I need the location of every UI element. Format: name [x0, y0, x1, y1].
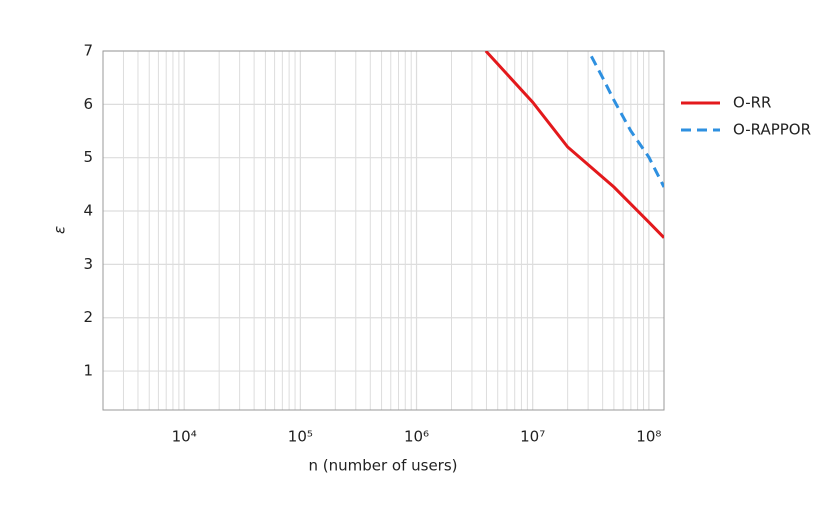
x-tick-label: 10⁸: [636, 428, 661, 446]
y-tick-label: 3: [83, 255, 93, 273]
x-tick-label: 10⁵: [288, 428, 313, 446]
y-axis-label: ε: [51, 226, 69, 234]
y-tick-label: 6: [83, 95, 93, 113]
series-line: [590, 55, 664, 188]
x-tick-label: 10⁶: [404, 428, 429, 446]
plot-frame: [102, 50, 665, 411]
x-tick-label: 10⁴: [172, 428, 197, 446]
legend-label: O-RR: [733, 94, 771, 112]
x-tick-label: 10⁷: [520, 428, 545, 446]
x-axis-label: n (number of users): [308, 457, 457, 475]
series-line: [484, 51, 664, 239]
legend-label: O-RAPPOR: [733, 121, 811, 139]
y-tick-label: 4: [83, 202, 93, 220]
y-tick-label: 2: [83, 308, 93, 326]
y-tick-label: 1: [83, 362, 93, 380]
y-tick-label: 5: [83, 148, 93, 166]
y-tick-label: 7: [83, 42, 93, 60]
